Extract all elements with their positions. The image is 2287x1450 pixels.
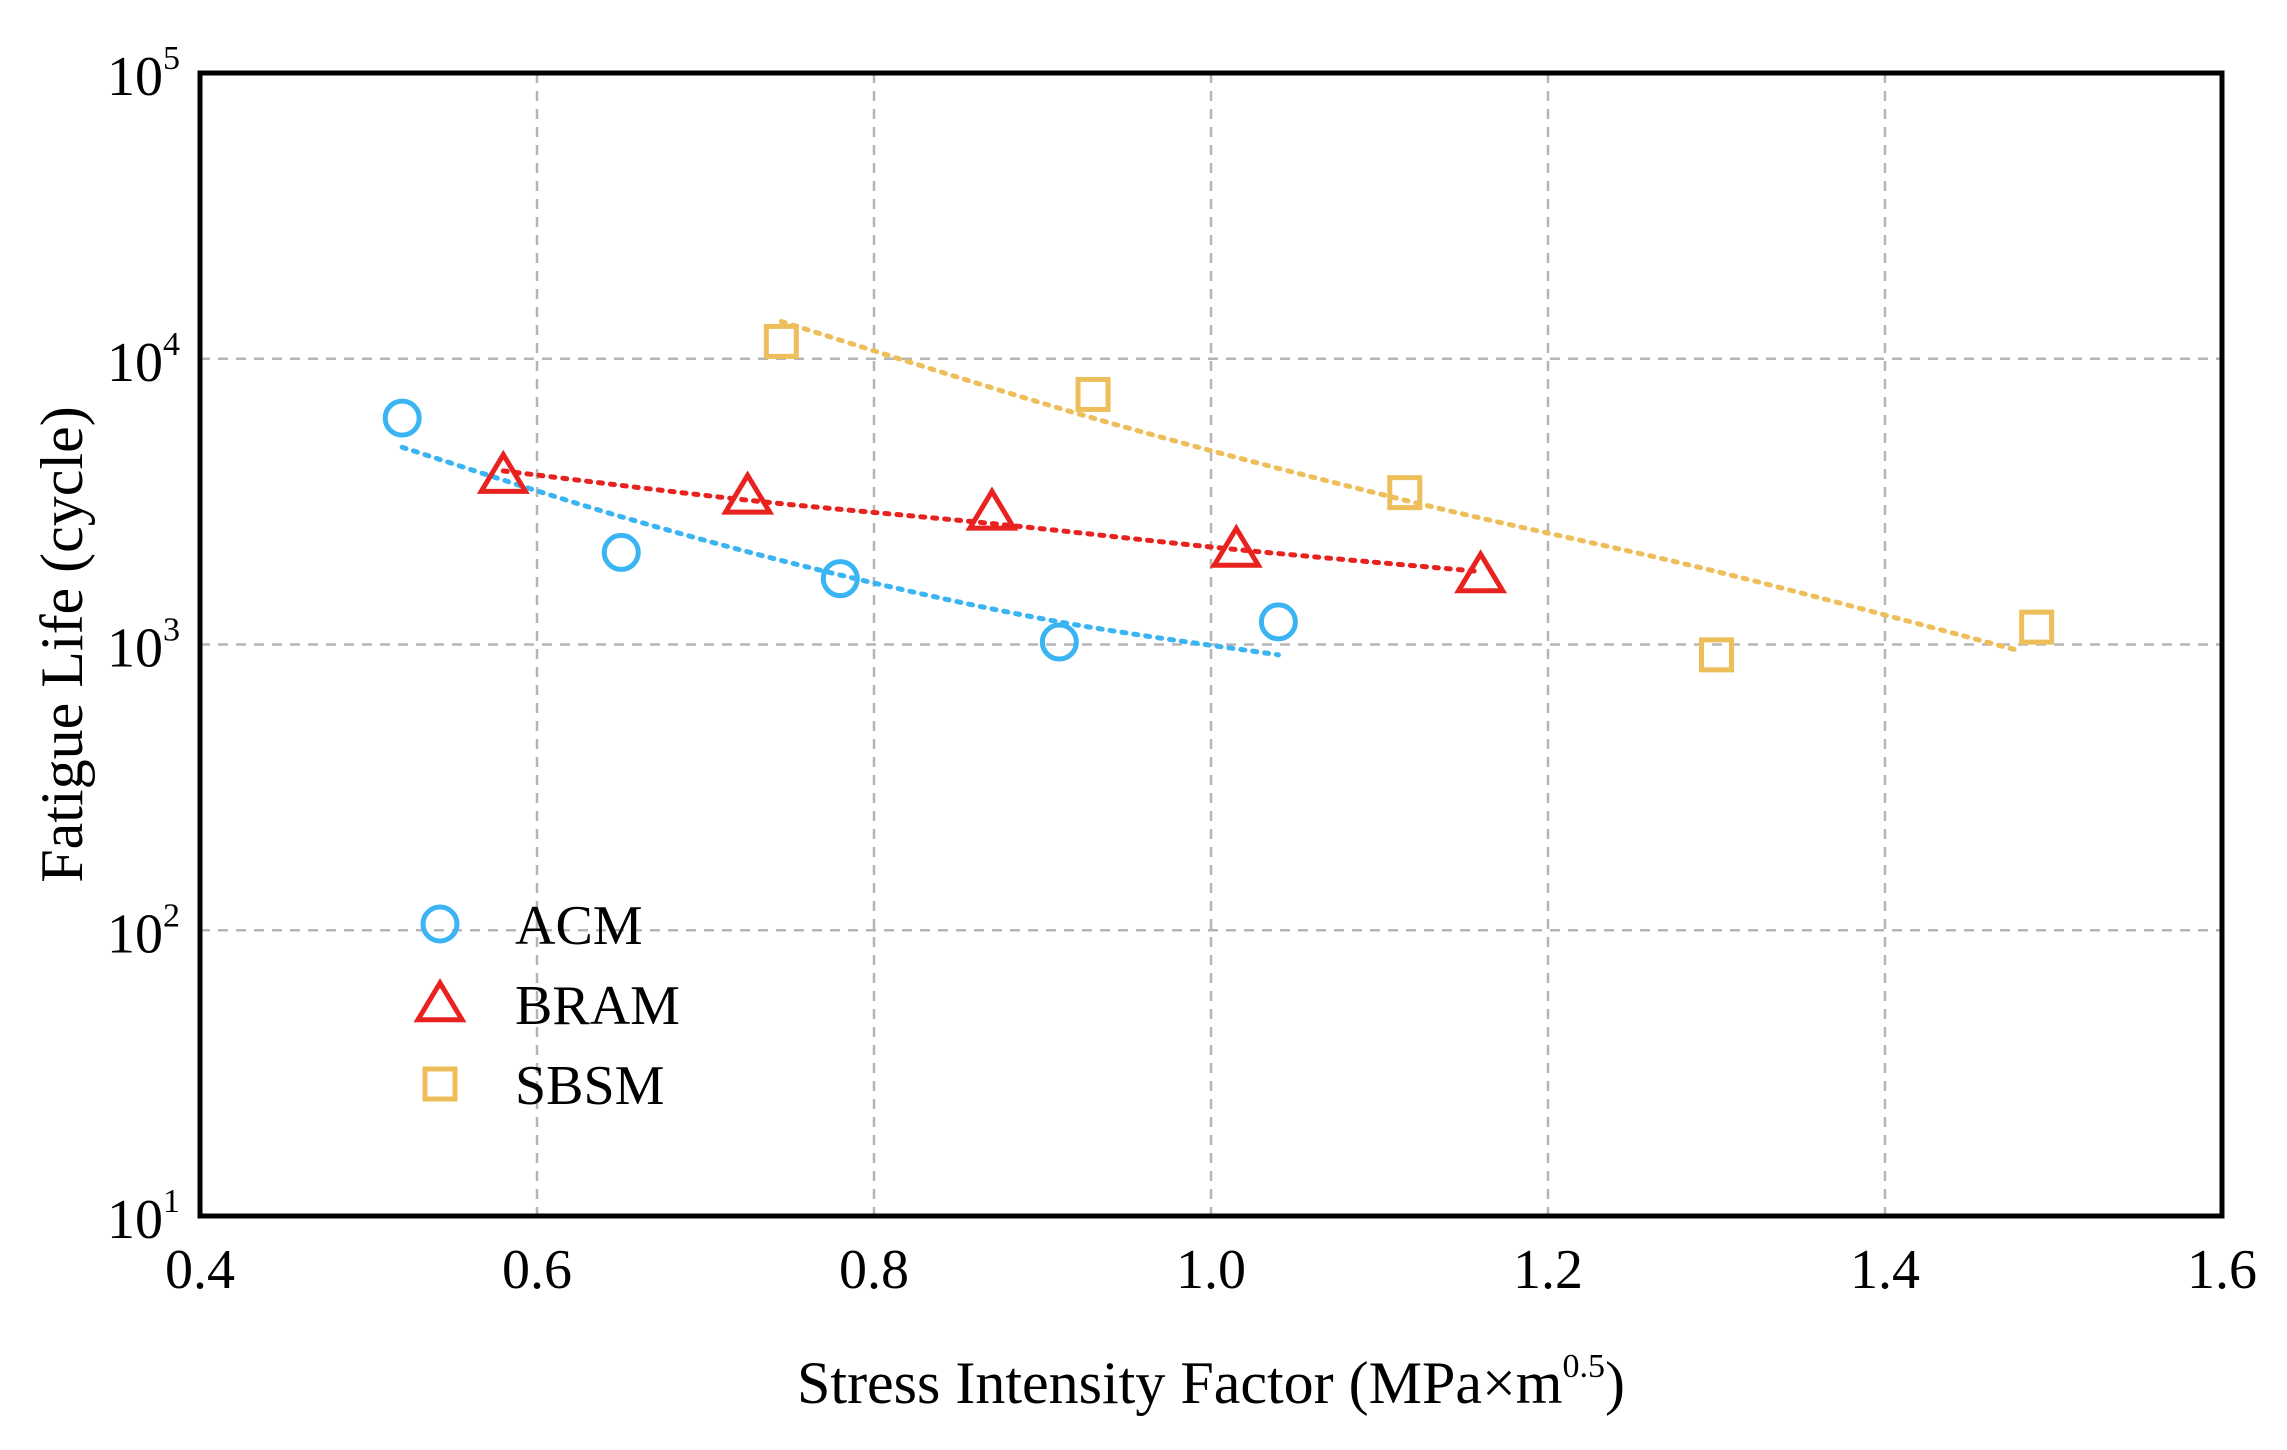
y-tick-base: 10	[107, 1189, 163, 1251]
y-tick-exponent: 2	[163, 897, 180, 934]
sbsm-data-point	[1387, 475, 1423, 511]
x-axis-label-close: )	[1605, 1350, 1625, 1416]
x-axis-label-superscript: 0.5	[1562, 1348, 1605, 1385]
legend-acm-marker	[420, 904, 460, 944]
y-tick-exponent: 1	[163, 1183, 180, 1220]
bram-data-point	[1454, 549, 1508, 594]
bram-data-point	[476, 449, 530, 494]
legend-acm-label: ACM	[515, 895, 643, 957]
acm-data-point	[1039, 622, 1079, 662]
bram-data-point	[721, 470, 775, 515]
x-tick-label: 1.0	[1176, 1239, 1246, 1301]
acm-fit-line	[399, 444, 1281, 658]
legend-bram-marker	[413, 978, 467, 1023]
y-tick-label: 102	[107, 897, 180, 965]
x-tick-label: 1.6	[2187, 1239, 2257, 1301]
y-tick-label: 101	[107, 1183, 180, 1251]
acm-data-point	[820, 559, 860, 599]
x-axis-label: Stress Intensity Factor (MPa×m0.5)	[797, 1348, 1625, 1416]
legend-sbsm-label: SBSM	[515, 1055, 664, 1117]
sbsm-data-point	[1075, 376, 1111, 412]
y-axis-label: Fatigue Life (cycle)	[29, 406, 95, 882]
sbsm-fit-line	[778, 319, 2023, 654]
y-tick-label: 105	[107, 40, 180, 108]
legend: ACM BRAM SBSM	[413, 895, 680, 1117]
y-tick-exponent: 4	[163, 326, 180, 363]
bram-fit-line	[500, 468, 1484, 575]
x-axis-label-text: Stress Intensity Factor (MPa×m	[797, 1350, 1562, 1416]
acm-data-point	[1258, 602, 1298, 642]
x-tick-label: 0.6	[502, 1239, 572, 1301]
bram-data-point	[1209, 523, 1263, 568]
x-tick-label: 1.4	[1850, 1239, 1920, 1301]
x-tick-label: 0.8	[839, 1239, 909, 1301]
y-tick-label: 104	[107, 326, 180, 394]
fit-lines-layer	[399, 319, 2023, 658]
y-tick-base: 10	[107, 903, 163, 965]
x-tick-label: 1.2	[1513, 1239, 1583, 1301]
x-tick-label: 0.4	[165, 1239, 235, 1301]
legend-sbsm-marker	[422, 1066, 458, 1102]
sbsm-data-point	[763, 323, 799, 359]
y-tick-exponent: 5	[163, 40, 180, 77]
plot-frame	[197, 70, 2225, 1219]
acm-data-point	[382, 398, 422, 438]
y-tick-base: 10	[107, 618, 163, 680]
bram-data-point	[965, 486, 1019, 531]
y-tick-label: 103	[107, 612, 180, 680]
data-points-layer	[382, 323, 2055, 673]
y-tick-base: 10	[107, 46, 163, 108]
legend-bram-label: BRAM	[515, 975, 680, 1037]
sbsm-data-point	[2019, 609, 2055, 645]
y-tick-exponent: 3	[163, 612, 180, 649]
sbsm-data-point	[1699, 637, 1734, 673]
y-tick-base: 10	[107, 332, 163, 394]
acm-data-point	[601, 532, 641, 572]
